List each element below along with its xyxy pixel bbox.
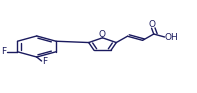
Text: O: O — [148, 20, 155, 29]
Text: F: F — [1, 47, 6, 56]
Text: F: F — [43, 57, 48, 66]
Text: OH: OH — [164, 33, 178, 41]
Text: O: O — [99, 30, 106, 39]
